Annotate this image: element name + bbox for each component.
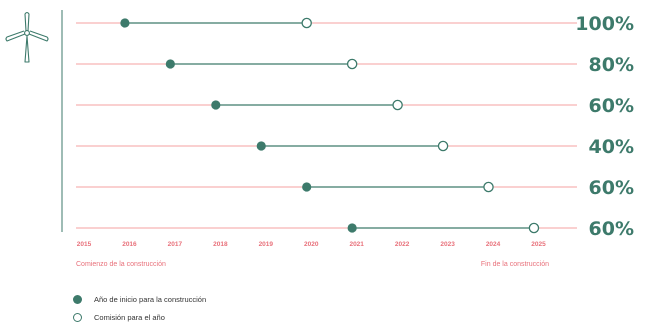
row-percent-label: 60% — [589, 95, 634, 117]
open-circle-icon — [73, 312, 82, 322]
row-percent-label: 60% — [589, 177, 634, 199]
start-point — [302, 182, 312, 192]
x-tick-label: 2017 — [168, 241, 183, 248]
x-tick-label: 2022 — [395, 241, 410, 248]
x-tick-label: 2023 — [440, 241, 455, 248]
start-point — [120, 18, 130, 28]
x-tick-label: 2025 — [531, 241, 546, 248]
row-percent-label: 60% — [589, 218, 634, 240]
wind-turbine-icon — [5, 11, 49, 63]
end-point — [301, 17, 312, 29]
x-tick-label: 2016 — [122, 241, 137, 248]
row-percent-label: 40% — [589, 136, 634, 158]
x-tick-label: 2024 — [486, 241, 501, 248]
end-point — [483, 181, 494, 193]
legend-item-end: Comisión para el año — [73, 310, 206, 324]
axis-right-caption: Fin de la construcción — [481, 261, 549, 268]
start-point — [256, 141, 266, 151]
legend-label-end: Comisión para el año — [94, 312, 165, 322]
row-percent-label: 80% — [589, 54, 634, 76]
x-tick-label: 2018 — [213, 241, 228, 248]
end-point — [346, 58, 358, 70]
x-tick-label: 2015 — [77, 241, 92, 248]
row-percent-label: 100% — [575, 13, 634, 35]
filled-circle-icon — [73, 294, 82, 304]
legend-label-start: Año de inicio para la construcción — [94, 294, 207, 304]
end-point — [437, 140, 449, 152]
end-point — [392, 99, 403, 111]
start-point — [165, 59, 175, 69]
start-point — [347, 223, 357, 233]
axis-left-caption: Comienzo de la construcción — [76, 261, 166, 268]
legend-item-start: Año de inicio para la construcción — [73, 292, 206, 306]
legend: Año de inicio para la construcción Comis… — [73, 292, 206, 324]
end-point — [528, 222, 540, 234]
x-tick-label: 2020 — [304, 241, 319, 248]
start-point — [211, 100, 221, 110]
x-tick-label: 2021 — [349, 241, 364, 248]
x-tick-label: 2019 — [259, 241, 274, 248]
